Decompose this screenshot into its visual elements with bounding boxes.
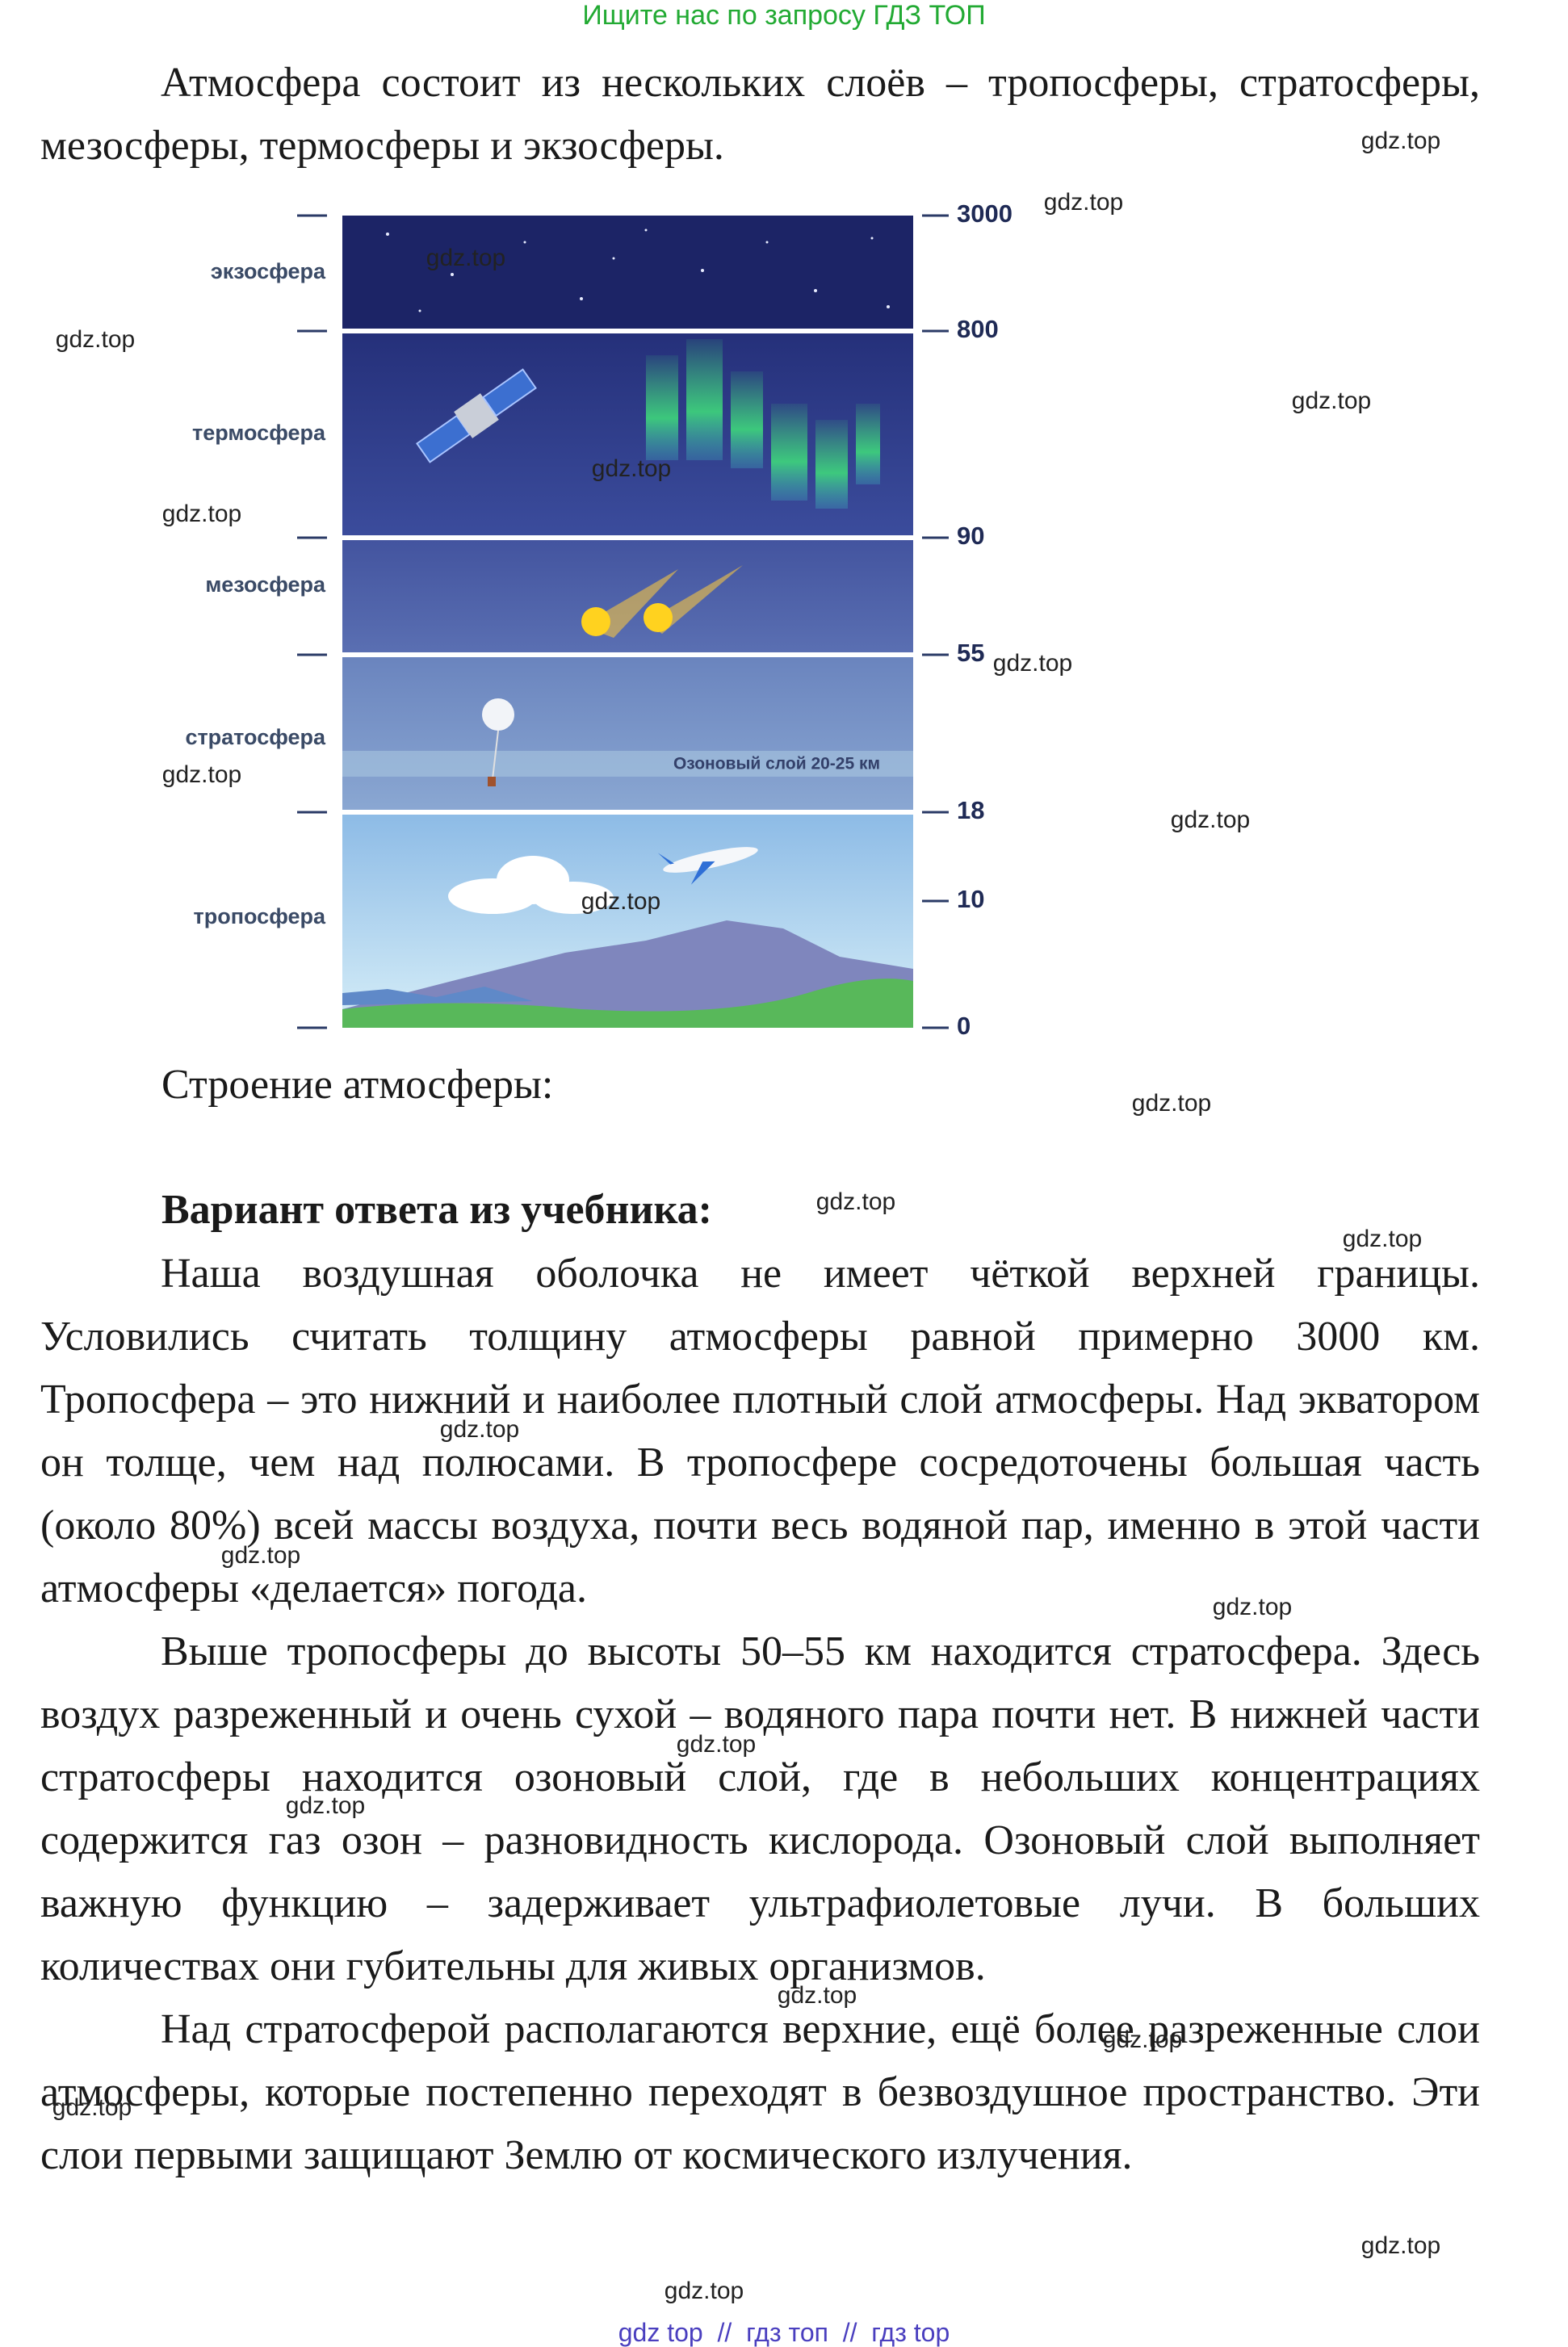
green-hills — [342, 979, 913, 1028]
answer-paragraph: Наша воздушная оболочка не имеет чёткой … — [40, 1251, 1480, 1611]
layer-label: мезосфера — [205, 572, 326, 597]
watermark: gdz.top — [816, 1188, 895, 1215]
aurora — [646, 339, 880, 509]
stratosphere-layer — [342, 657, 913, 810]
layer-label: стратосфера — [185, 725, 326, 749]
diagram-caption: Строение атмосферы: — [161, 1062, 554, 1108]
altitude-label: 90 — [957, 522, 984, 550]
footer: gdz top // гдз топ // гдз top — [618, 2318, 950, 2347]
satellite — [416, 368, 537, 463]
search-notice: Ищите нас по запросу ГДЗ ТОП — [582, 0, 986, 31]
answer-paragraph: Выше тропосферы до высоты 50–55 км наход… — [40, 1628, 1480, 1989]
atmosphere-diagram: экзосфера термосфера мезосфера стратосфера т… — [185, 199, 1012, 1040]
airplane — [657, 847, 758, 885]
answer-paragraph: Над стратосферой располагаются верхние, … — [40, 2006, 1480, 2178]
altitude-label: 10 — [957, 885, 984, 913]
answer-heading: Вариант ответа из учебника: — [161, 1187, 712, 1233]
meteors — [581, 565, 743, 638]
ozone-label: Озоновый слой 20-25 км — [673, 755, 880, 773]
clouds — [448, 856, 614, 914]
ozone-band — [342, 751, 913, 777]
exosphere-layer — [342, 216, 913, 329]
altitude-label: 55 — [957, 639, 984, 667]
layer-label: термосфера — [192, 421, 326, 445]
altitude-label: 800 — [957, 315, 999, 343]
altitude-label: 0 — [957, 1012, 971, 1040]
layer-label: тропосфера — [194, 904, 326, 928]
altitude-label: 18 — [957, 796, 984, 824]
mesosphere-layer — [342, 540, 913, 652]
balloon — [482, 698, 514, 786]
answer-text: Наша воздушная оболочка не имеет чёткой … — [40, 1243, 1480, 2187]
intro-paragraph: Атмосфера состоит из нескольких слоёв – … — [40, 60, 1480, 169]
altitude-label: 3000 — [957, 199, 1012, 228]
far-hills — [342, 987, 533, 1005]
watermark: gdz.top — [665, 2278, 744, 2304]
watermark: gdz.top — [1132, 1090, 1211, 1117]
watermark: gdz.top — [1361, 2232, 1440, 2259]
layer-label: экзосфера — [211, 259, 326, 283]
stars — [386, 228, 890, 312]
